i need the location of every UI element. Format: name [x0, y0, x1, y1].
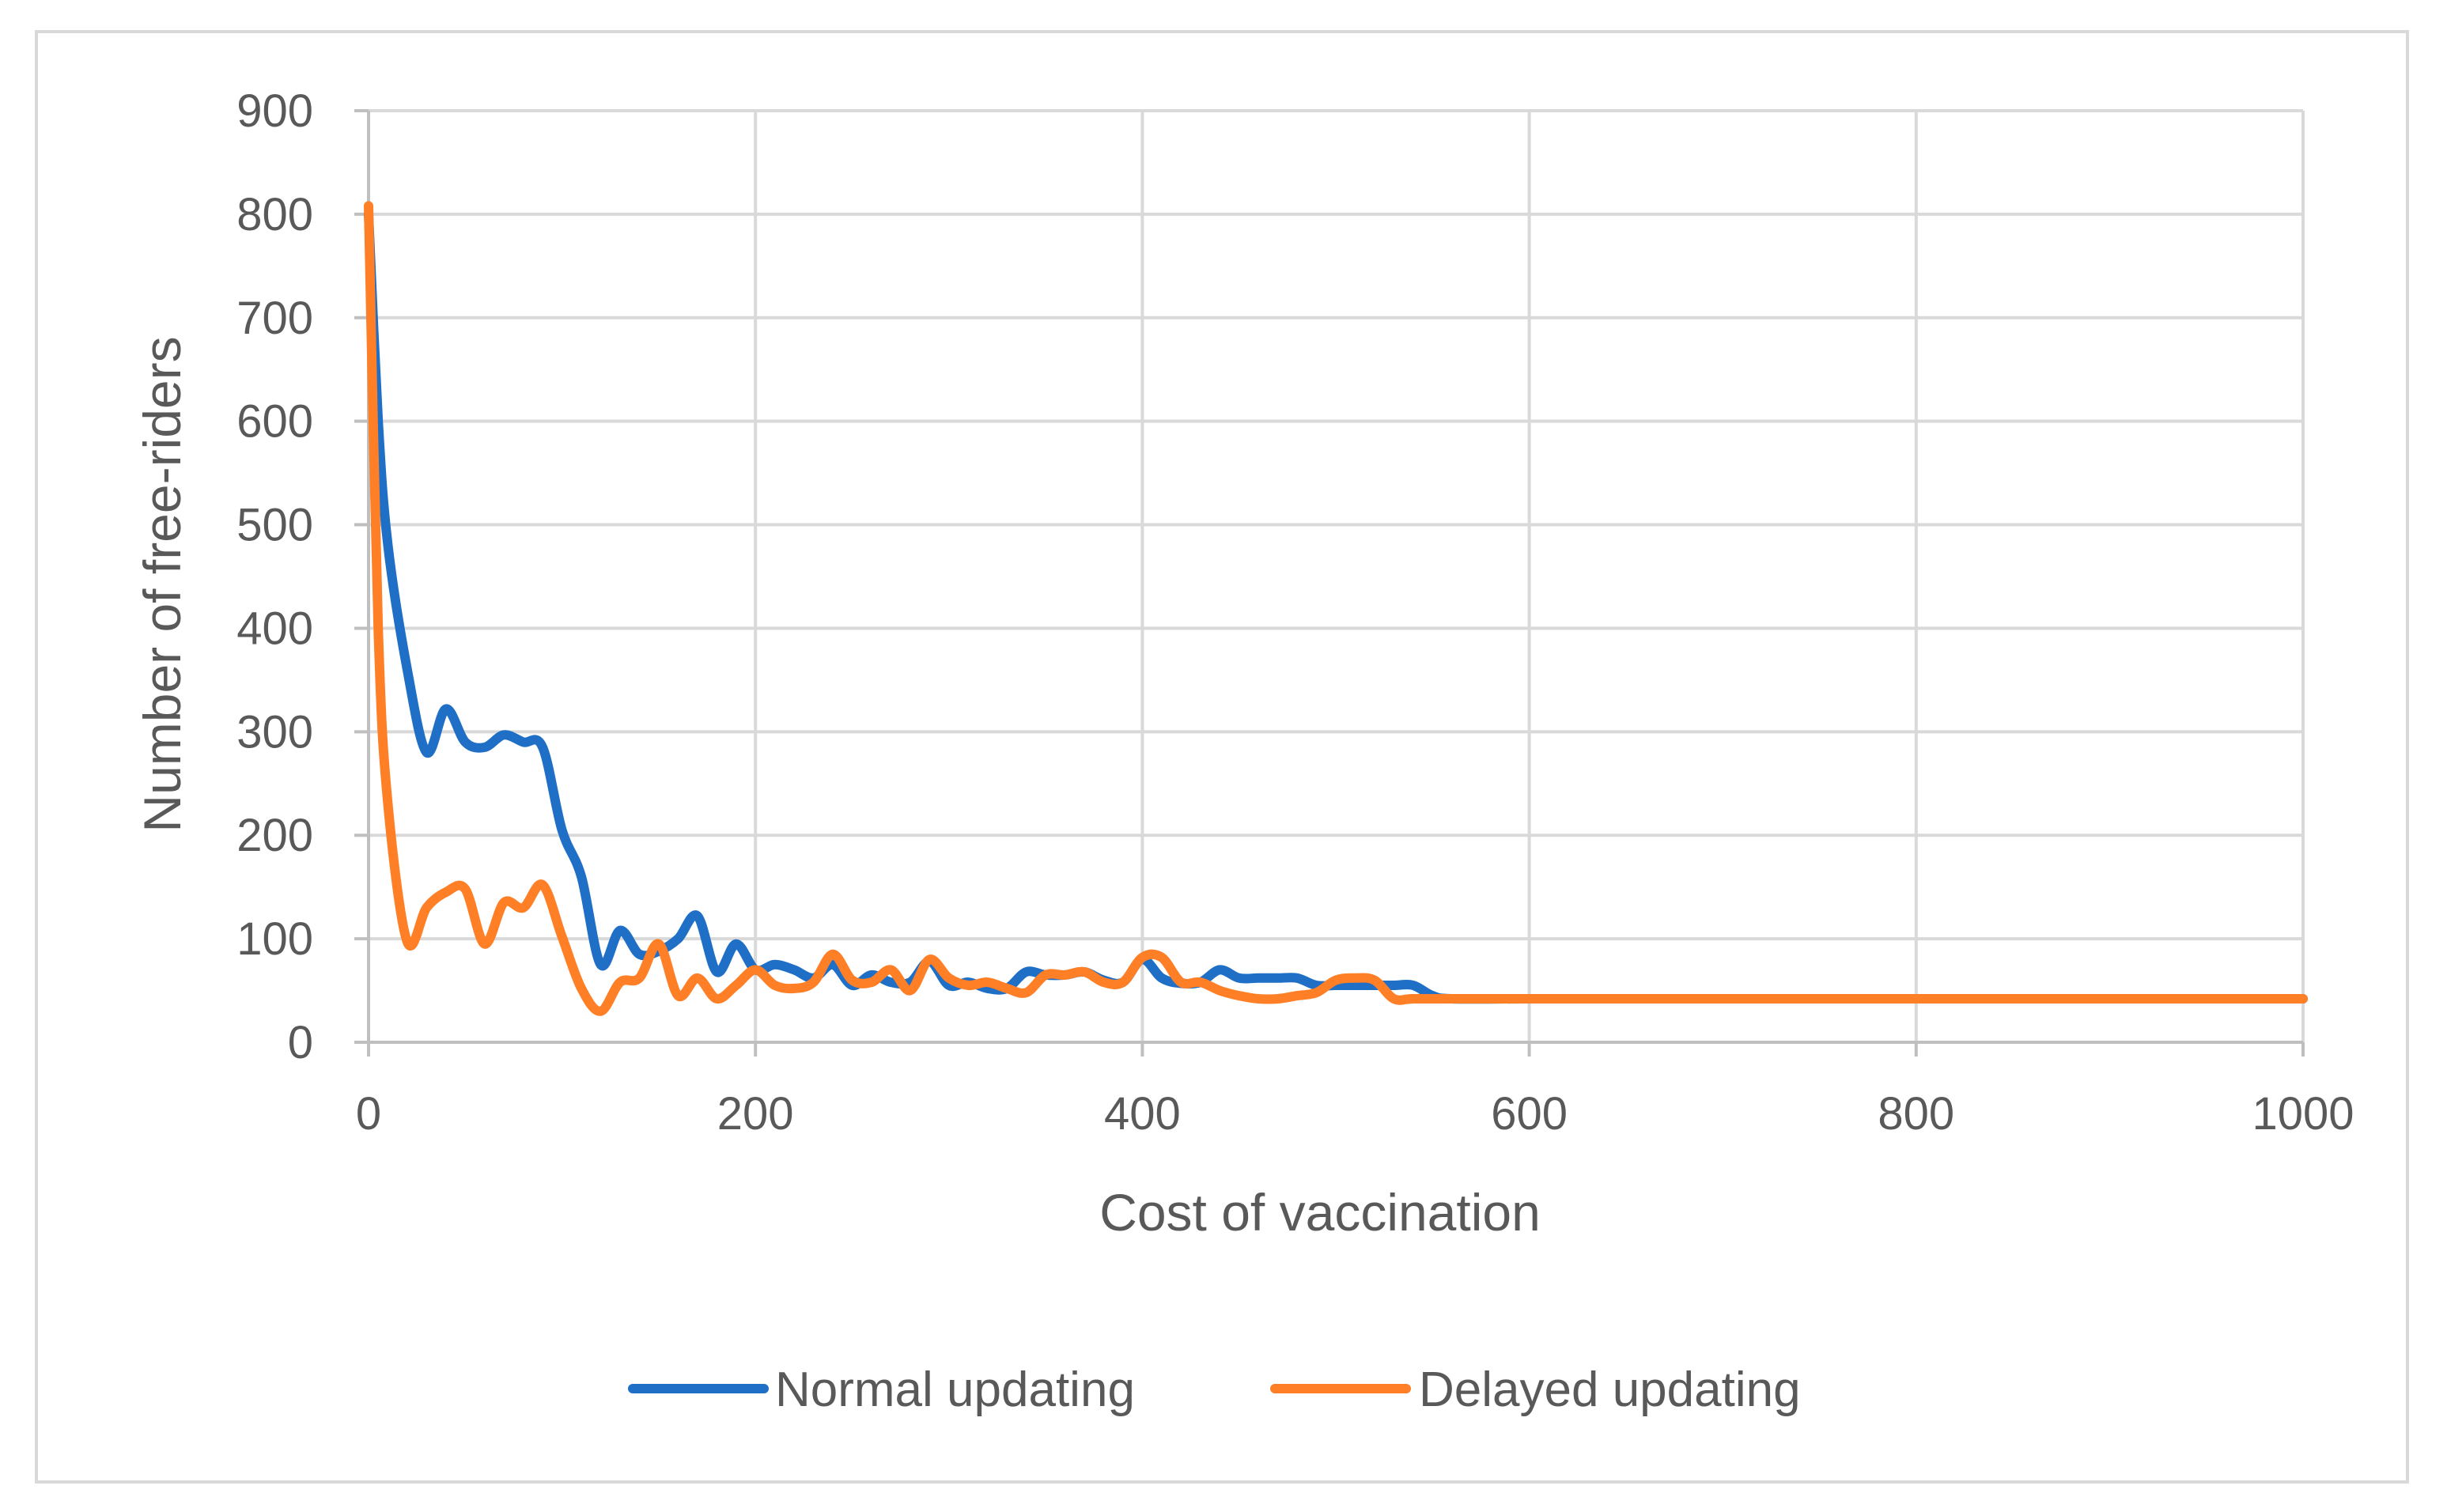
x-tick-label: 400: [1104, 1088, 1181, 1140]
y-tick-label: 300: [236, 706, 313, 758]
y-tick-label: 400: [236, 603, 313, 654]
x-tick-label: 800: [1878, 1088, 1954, 1140]
legend-entry-label: Normal updating: [775, 1363, 1135, 1417]
series-lines: [364, 201, 2308, 1016]
series-line-normal-updating: [364, 209, 2308, 1004]
y-tick-label: 700: [236, 293, 313, 344]
gridlines: [369, 109, 2305, 1042]
y-tick-label: 100: [236, 913, 313, 965]
axes: [354, 109, 2305, 1057]
y-tick-label: 500: [236, 500, 313, 551]
legend-entry-label: Delayed updating: [1419, 1363, 1801, 1417]
y-tick-label: 600: [236, 396, 313, 448]
x-tick-label: 0: [356, 1088, 381, 1140]
legend: Normal updating Delayed updating: [628, 1363, 1801, 1417]
x-tick-label: 600: [1491, 1088, 1568, 1140]
x-tick-label: 200: [717, 1088, 794, 1140]
y-tick-label: 200: [236, 810, 313, 861]
x-tick-label: 1000: [2252, 1088, 2354, 1140]
y-tick-label: 800: [236, 189, 313, 240]
tick-labels: 0 100 200 300 400 500 600 700 800 900 0 200 400 600 80…: [236, 85, 2354, 1140]
y-axis-title: Number of free-riders: [133, 336, 191, 832]
y-tick-label: 0: [288, 1017, 313, 1068]
x-axis-title: Cost of vaccination: [1099, 1183, 1541, 1242]
series-line-delayed-updating: [364, 201, 2308, 1016]
y-tick-label: 900: [236, 85, 313, 137]
